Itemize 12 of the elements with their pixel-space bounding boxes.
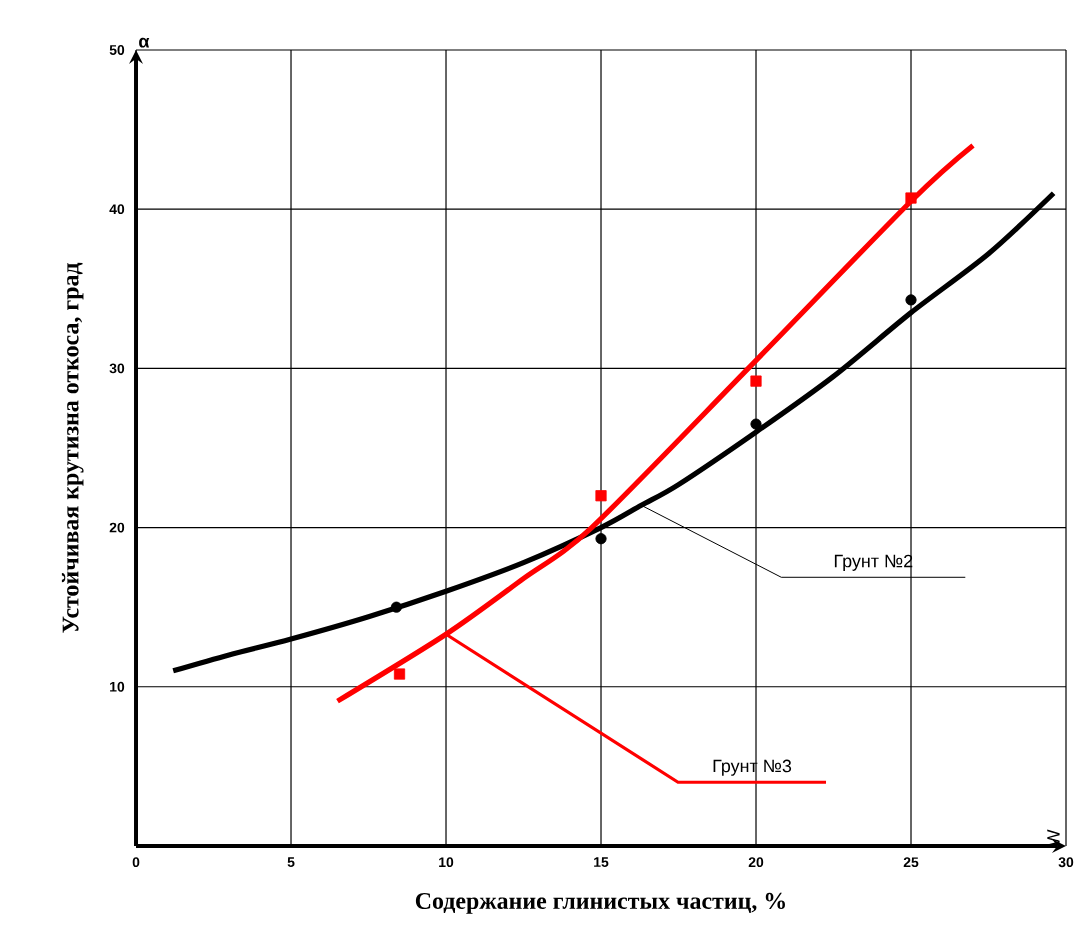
y-axis-title: Устойчивая крутизна откоса, град (61, 262, 84, 633)
point (595, 490, 607, 502)
point (750, 418, 762, 430)
point (390, 601, 402, 613)
point (750, 375, 762, 387)
point (393, 668, 406, 680)
line-series (170, 190, 1057, 674)
text: α (139, 37, 150, 48)
point (905, 294, 917, 306)
point (905, 192, 917, 204)
point (595, 533, 607, 545)
x-axis-title: Содержание глинистых частиц, % (415, 892, 785, 914)
